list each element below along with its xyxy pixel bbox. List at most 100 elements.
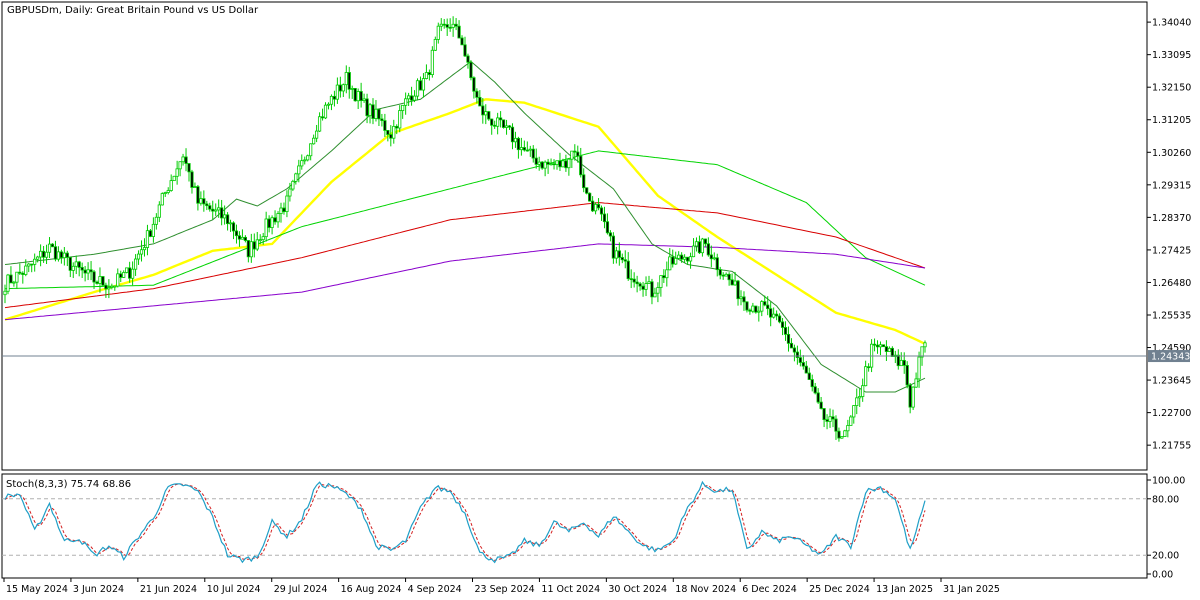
candle-body xyxy=(398,110,402,129)
candle-body xyxy=(582,174,586,189)
candle-body xyxy=(519,147,523,151)
candle-body xyxy=(18,271,22,274)
candle-body xyxy=(920,346,924,358)
time-tick-label: 3 Jun 2024 xyxy=(73,584,124,595)
candle-body xyxy=(412,95,417,101)
candle-body xyxy=(39,250,43,258)
candle-body xyxy=(196,186,200,204)
candle-body xyxy=(923,342,927,348)
candle-body xyxy=(911,386,915,408)
candle-body xyxy=(139,249,144,255)
candle-body xyxy=(745,301,749,311)
candle-body xyxy=(819,401,823,409)
candle-body xyxy=(813,386,817,394)
candle-body xyxy=(374,108,378,119)
candle-body xyxy=(41,250,46,258)
price-tick-label: 1.33095 xyxy=(1152,50,1191,61)
candle-body xyxy=(712,257,716,260)
candle-body xyxy=(359,91,363,101)
candle-body xyxy=(807,372,811,380)
candle-body xyxy=(27,263,31,267)
price-tick-label: 1.25535 xyxy=(1152,310,1191,321)
candle-body xyxy=(540,161,544,169)
price-tick-label: 1.21755 xyxy=(1152,441,1191,452)
candle-body xyxy=(172,175,176,182)
candle-body xyxy=(528,148,532,151)
candle-body xyxy=(225,214,230,225)
price-tick-label: 1.31205 xyxy=(1152,115,1191,126)
candle-body xyxy=(80,267,84,271)
candle-body xyxy=(736,280,740,300)
candle-body xyxy=(864,366,868,387)
candle-body xyxy=(573,150,577,153)
candle-body xyxy=(300,160,304,167)
candle-body xyxy=(15,271,19,283)
candle-body xyxy=(466,55,470,63)
candle-body xyxy=(899,359,903,367)
candle-body xyxy=(469,61,473,79)
candle-body xyxy=(442,23,446,26)
candle-body xyxy=(279,207,283,214)
candle-body xyxy=(62,252,66,259)
candle-body xyxy=(47,243,52,253)
candle-body xyxy=(36,256,40,260)
candle-body xyxy=(902,359,906,366)
price-tick-label: 1.30260 xyxy=(1152,148,1191,159)
candle-body xyxy=(567,158,571,169)
candle-body xyxy=(837,430,841,439)
candle-body xyxy=(777,315,782,323)
candle-body xyxy=(332,95,337,100)
current-price-label: 1.24343 xyxy=(1151,352,1190,363)
candle-body xyxy=(356,91,360,102)
candle-body xyxy=(341,84,345,92)
candle-body xyxy=(184,156,188,164)
candle-body xyxy=(546,161,550,165)
candle-body xyxy=(593,203,598,212)
price-tick-label: 1.34040 xyxy=(1152,18,1191,29)
candle-body xyxy=(825,419,829,422)
candle-body xyxy=(86,269,90,274)
candle-body xyxy=(801,362,805,367)
candle-body xyxy=(252,241,256,250)
candle-body xyxy=(407,95,411,100)
price-series-layer xyxy=(3,16,927,442)
candle-body xyxy=(291,180,295,190)
candle-body xyxy=(445,24,449,28)
candle-body xyxy=(635,281,639,285)
stochastic-main-line xyxy=(4,480,926,564)
candle-body xyxy=(454,23,458,27)
candle-body xyxy=(828,416,832,422)
candle-body xyxy=(249,241,253,258)
candle-body xyxy=(395,125,399,129)
candle-body xyxy=(258,239,262,242)
candle-body xyxy=(890,347,894,357)
chart-title: GBPUSDm, Daily: Great Britain Pound vs U… xyxy=(7,5,259,16)
candle-body xyxy=(237,235,242,240)
candle-body xyxy=(659,275,663,288)
candle-body xyxy=(914,378,918,388)
price-tick-label: 1.23645 xyxy=(1152,376,1191,387)
candle-body xyxy=(294,173,298,182)
candle-body xyxy=(706,243,710,256)
candle-body xyxy=(202,198,206,205)
candle-body xyxy=(255,239,259,250)
candle-body xyxy=(843,430,847,437)
candle-body xyxy=(721,274,725,277)
candle-body xyxy=(662,275,666,279)
candle-body xyxy=(116,273,120,287)
candle-body xyxy=(493,124,497,127)
candle-body xyxy=(315,130,319,139)
candle-body xyxy=(608,232,613,237)
candle-body xyxy=(463,44,467,57)
candle-body xyxy=(33,258,37,265)
candle-body xyxy=(136,253,141,260)
candle-body xyxy=(386,130,390,135)
candle-body xyxy=(451,23,455,28)
candle-body xyxy=(694,241,699,247)
candle-body xyxy=(12,281,16,284)
candle-body xyxy=(211,208,215,212)
candle-body xyxy=(596,203,601,209)
candle-body xyxy=(656,287,660,294)
candle-body xyxy=(733,280,737,286)
candle-body xyxy=(312,137,316,145)
